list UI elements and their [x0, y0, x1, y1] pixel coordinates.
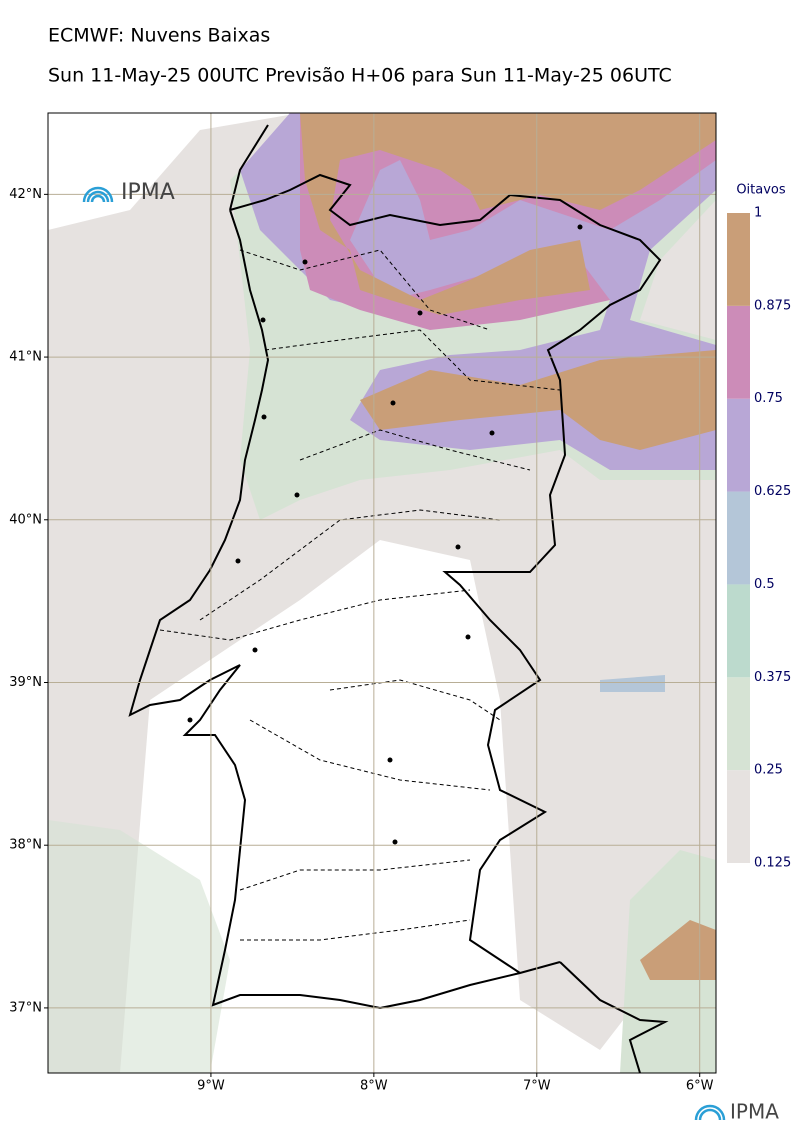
colorbar-segment: [727, 213, 750, 306]
logo-text: IPMA: [730, 1100, 779, 1124]
colorbar-label: Oitavos: [736, 183, 786, 198]
title: ECMWF: Nuvens Baixas: [48, 25, 270, 47]
colorbar-segment: [727, 677, 750, 771]
y-tick-label: 39°N: [9, 675, 42, 690]
colorbar-segment: [727, 398, 750, 492]
colorbar-tick-label: 0.25: [754, 763, 783, 778]
colorbar-tick-label: 0.75: [754, 391, 783, 406]
coastline: [128, 124, 669, 1073]
y-tick-label: 40°N: [9, 512, 42, 527]
colorbar-segment: [727, 305, 750, 399]
colorbar-tick-label: 0.625: [754, 484, 791, 499]
colorbar-tick-label: 0.375: [754, 670, 791, 685]
x-tick-label: 7°W: [523, 1079, 551, 1094]
colorbar-tick-label: 1: [754, 206, 762, 221]
colorbar-segment: [727, 491, 750, 585]
colorbar-segment: [727, 770, 750, 863]
x-tick-label: 6°W: [686, 1079, 714, 1094]
colorbar-tick-label: 0.125: [754, 856, 791, 871]
logo: IPMA IPMA: [82, 180, 779, 1124]
x-tick-label: 9°W: [197, 1079, 225, 1094]
y-tick-label: 38°N: [9, 838, 42, 853]
colorbar-segment: [727, 584, 750, 678]
subtitle: Sun 11-May-25 00UTC Previsão H+06 para S…: [48, 65, 672, 87]
colorbar-tick-label: 0.875: [754, 298, 791, 313]
colorbar-tick-label: 0.5: [754, 577, 775, 592]
y-tick-label: 41°N: [9, 350, 42, 365]
x-tick-label: 8°W: [360, 1079, 388, 1094]
map-frame: [47, 112, 717, 1074]
y-tick-label: 37°N: [9, 1000, 42, 1015]
city-dots: [187, 224, 583, 845]
logo-text: IPMA: [121, 180, 175, 205]
y-tick-label: 42°N: [9, 187, 42, 202]
